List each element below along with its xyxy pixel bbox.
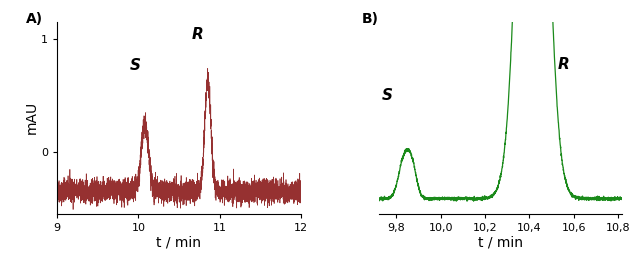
Y-axis label: mAU: mAU	[24, 101, 38, 134]
Text: S: S	[382, 88, 393, 103]
Text: A): A)	[25, 12, 43, 26]
X-axis label: t / min: t / min	[156, 236, 201, 250]
X-axis label: t / min: t / min	[478, 236, 523, 250]
Text: S: S	[130, 58, 140, 73]
Text: R: R	[192, 27, 203, 42]
Text: B): B)	[362, 12, 378, 26]
Text: R: R	[558, 57, 570, 72]
